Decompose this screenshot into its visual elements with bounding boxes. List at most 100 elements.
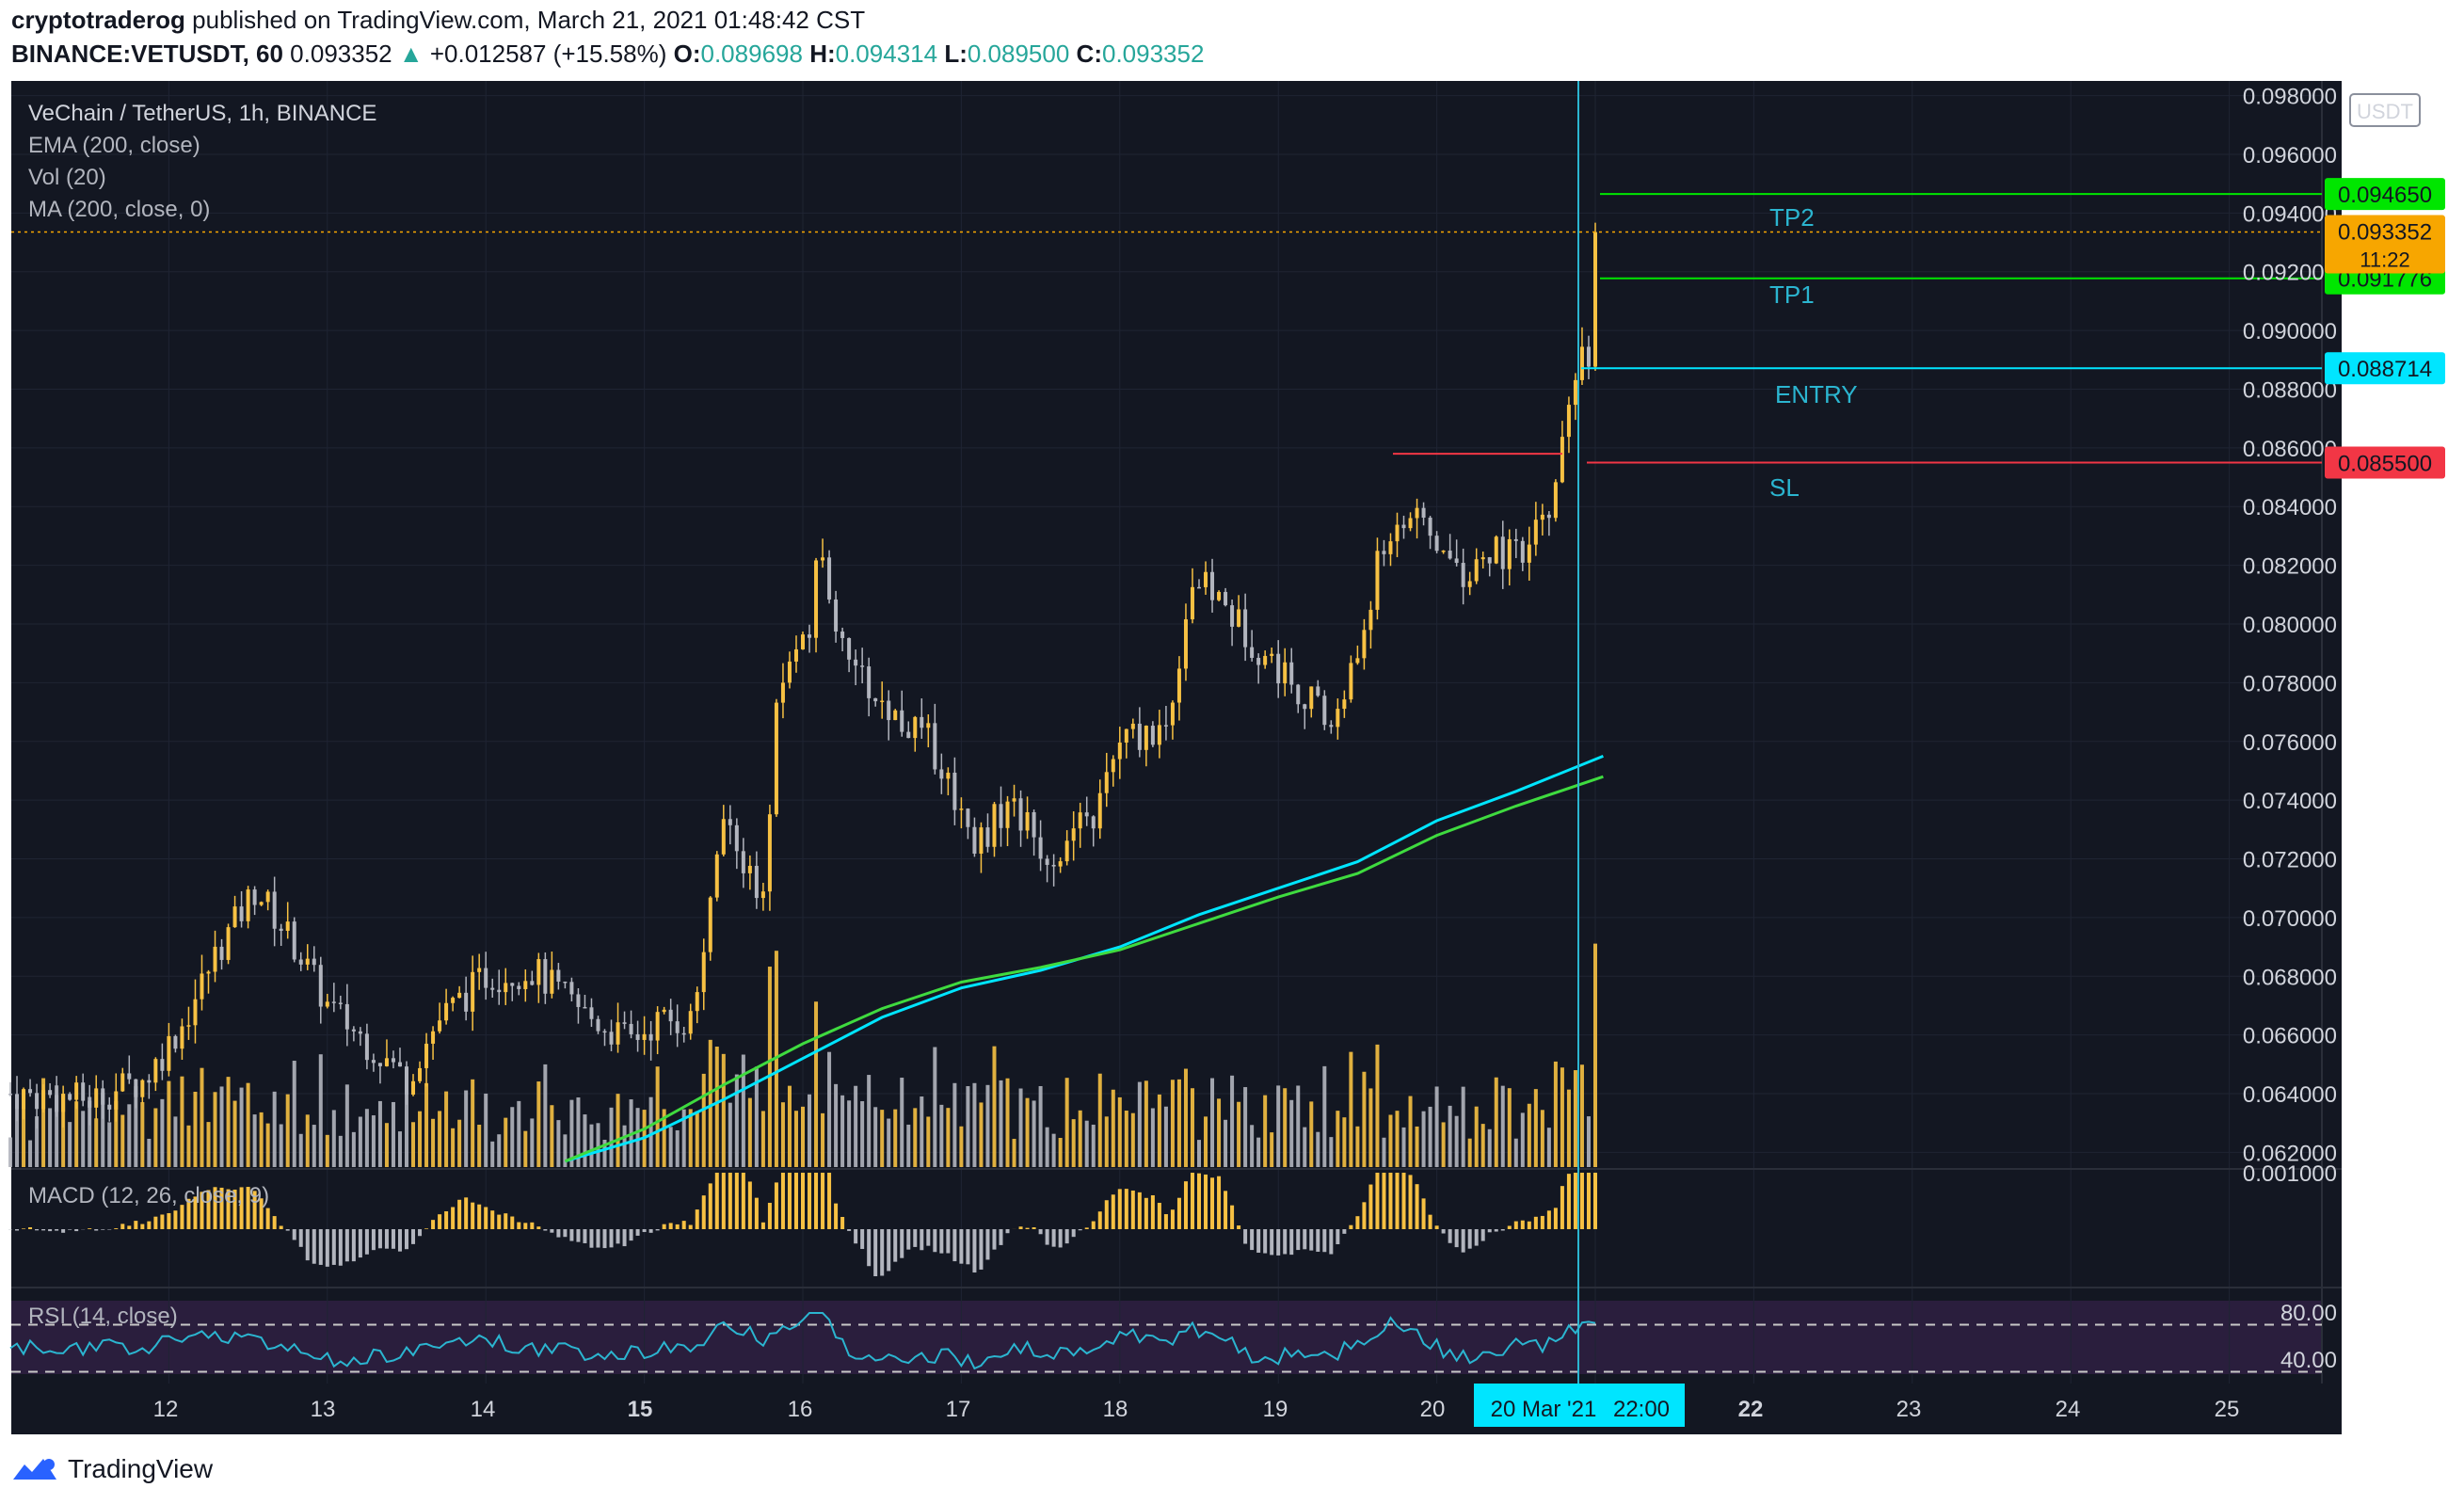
candle-body xyxy=(1296,684,1301,705)
volume-bar xyxy=(1217,1098,1222,1167)
volume-bar xyxy=(377,1100,382,1167)
price-axis[interactable]: 0.098000 0.096000 0.094000 0.092000 0.090000… xyxy=(2243,85,2445,1373)
volume-bar xyxy=(1163,1106,1168,1167)
macd-bar xyxy=(1032,1227,1036,1229)
candle-body xyxy=(906,731,911,739)
candle-body xyxy=(1540,514,1544,520)
volume-bar xyxy=(1520,1112,1525,1167)
candle-body xyxy=(1045,858,1049,865)
macd-bar xyxy=(265,1208,270,1229)
candle-body xyxy=(226,927,231,960)
legend-ma[interactable]: MA (200, close, 0) xyxy=(28,197,210,222)
volume-bar xyxy=(1382,1137,1386,1167)
candle-body xyxy=(1573,379,1577,406)
candle-body xyxy=(318,965,323,1007)
candle-body xyxy=(1329,725,1334,728)
tradingview-logo-icon xyxy=(13,1459,56,1480)
macd-bar xyxy=(1204,1174,1208,1229)
time-tick-label: 18 xyxy=(1103,1397,1128,1422)
macd-bar xyxy=(1573,1173,1577,1229)
high-label: H: xyxy=(809,40,836,68)
candle-body xyxy=(1375,551,1380,610)
candle-body xyxy=(358,1031,362,1034)
candle-body xyxy=(688,1011,693,1034)
volume-bar xyxy=(906,1124,911,1167)
volume-bar xyxy=(1190,1088,1194,1167)
price-tick-label: 0.072000 xyxy=(2243,848,2337,873)
candle-body xyxy=(1163,725,1168,727)
volume-bar xyxy=(714,1047,719,1167)
macd-bar xyxy=(893,1229,898,1262)
volume-bar xyxy=(550,1105,554,1167)
candle-body xyxy=(101,1088,105,1105)
volume-bar xyxy=(985,1084,990,1167)
volume-bar xyxy=(490,1141,495,1167)
volume-bar xyxy=(1263,1095,1268,1167)
volume-bar xyxy=(1336,1111,1340,1167)
volume-bar xyxy=(1362,1071,1367,1167)
volume-bar xyxy=(1104,1116,1109,1167)
volume-bar xyxy=(840,1095,845,1167)
macd-bar xyxy=(504,1213,508,1229)
volume-bar xyxy=(754,1066,759,1167)
price-change: +0.012587 (+15.58%) xyxy=(429,40,667,68)
volume-bar xyxy=(1533,1089,1538,1167)
volume-bar xyxy=(616,1094,620,1167)
macd-bar xyxy=(721,1173,726,1229)
volume-bar xyxy=(787,1085,792,1167)
candle-body xyxy=(622,1022,627,1024)
candle-body xyxy=(979,827,984,855)
last-price: 0.093352 xyxy=(290,40,392,68)
candle-body xyxy=(377,1063,382,1066)
legend-macd[interactable]: MACD (12, 26, close, 9) xyxy=(28,1183,269,1208)
volume-bar xyxy=(847,1100,852,1167)
candle-body xyxy=(873,697,878,702)
candle-body xyxy=(648,1033,653,1041)
candle-body xyxy=(834,599,839,632)
macd-bar xyxy=(444,1210,449,1229)
macd-bar xyxy=(431,1220,436,1229)
candle-body xyxy=(814,560,819,638)
candle-body xyxy=(1441,550,1446,552)
candle-body xyxy=(1256,657,1261,665)
candle-body xyxy=(1500,536,1505,569)
macd-bar xyxy=(867,1229,872,1267)
macd-bar xyxy=(536,1226,541,1229)
price-tick-label: 0.082000 xyxy=(2243,554,2337,580)
macd-bar xyxy=(1270,1229,1274,1256)
macd-bar xyxy=(397,1229,402,1252)
volume-bar xyxy=(543,1064,548,1167)
volume-bar xyxy=(1349,1051,1353,1167)
candle-body xyxy=(1428,518,1432,536)
candle-body xyxy=(780,682,785,703)
volume-bar xyxy=(411,1122,416,1167)
volume-bar xyxy=(1097,1073,1102,1167)
rsi-line xyxy=(9,1312,1596,1370)
volume-bar xyxy=(681,1109,686,1167)
volume-bar xyxy=(523,1130,528,1167)
legend-ema[interactable]: EMA (200, close) xyxy=(28,133,200,158)
volume-bar xyxy=(1513,1138,1518,1167)
candle-body xyxy=(854,659,858,666)
volume-bar xyxy=(88,1096,92,1167)
volume-bar xyxy=(180,1076,184,1167)
legend-rsi[interactable]: RSI (14, close) xyxy=(28,1304,178,1329)
volume-bar xyxy=(867,1075,872,1167)
volume-bar xyxy=(1150,1108,1155,1167)
volume-bar xyxy=(808,1094,812,1167)
candle-body xyxy=(344,1003,349,1030)
price-tick-label: 0.068000 xyxy=(2243,965,2337,990)
candle-body xyxy=(272,891,277,929)
volume-bar xyxy=(1441,1122,1446,1167)
candle-body xyxy=(992,804,997,847)
legend-vol[interactable]: Vol (20) xyxy=(28,165,106,190)
volume-bar xyxy=(1428,1106,1432,1167)
macd-bar xyxy=(774,1182,778,1229)
macd-bar xyxy=(1117,1189,1122,1229)
macd-bar xyxy=(662,1224,666,1229)
time-axis[interactable]: 12 13 14 15 16 17 18 19 20 22 23 24 25 20 Mar '21 22:0… xyxy=(153,1384,2240,1427)
candle-body xyxy=(351,1029,356,1032)
volume-bar xyxy=(662,1109,666,1167)
volume-bar xyxy=(55,1085,59,1167)
